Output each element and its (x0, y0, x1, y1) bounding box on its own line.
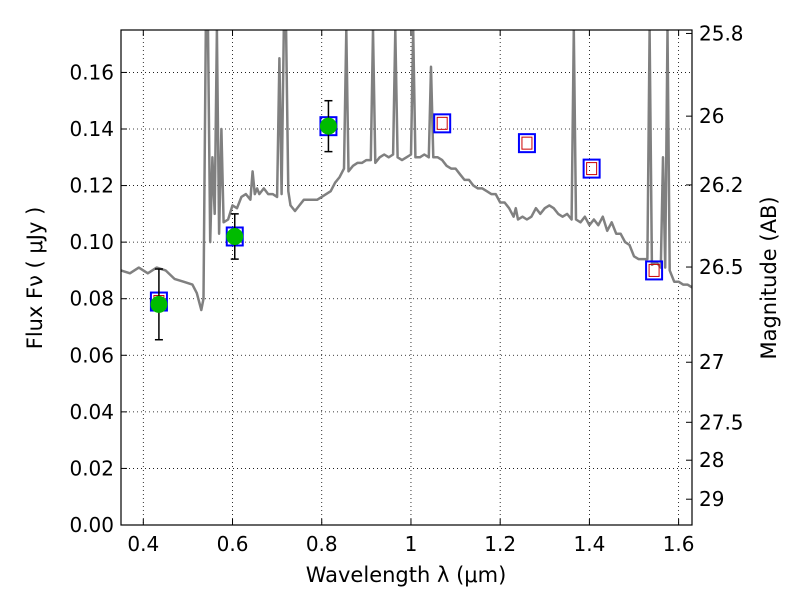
y2-tick-label: 26.2 (699, 173, 744, 197)
y2-tick-label: 26.5 (699, 255, 744, 279)
grid (121, 30, 692, 526)
x-axis-title: Wavelength λ (μm) (306, 563, 507, 587)
y-tick-label: 0.14 (69, 117, 114, 141)
axes: 0.4 0.6 0.8 1 1.2 1.4 1.6 0.00 0.02 0.04 0.06 0.08 0… (69, 21, 743, 556)
x-tick-label: 0.4 (127, 532, 159, 556)
x-tick-label: 1.2 (484, 532, 516, 556)
y-tick-label: 0.08 (69, 287, 114, 311)
y-tick-label: 0.00 (69, 513, 114, 537)
x-tick-label: 0.6 (217, 532, 249, 556)
y-tick-label: 0.06 (69, 343, 114, 367)
y-tick-label: 0.10 (69, 230, 114, 254)
plot-area (121, 30, 692, 312)
y-tick-label: 0.04 (69, 400, 114, 424)
spectrum-line (121, 30, 692, 312)
y2-tick-label: 27 (699, 350, 724, 374)
plot-frame (120, 29, 693, 526)
y2-tick-label: 27.5 (699, 410, 744, 434)
markers (149, 99, 664, 341)
model-square-marker (582, 158, 601, 179)
observed-point (319, 117, 337, 135)
x-tick-label: 1.6 (663, 532, 695, 556)
y2-tick-label: 28 (699, 448, 724, 472)
model-inner-marker (436, 116, 448, 130)
x-tick-label: 0.8 (306, 532, 338, 556)
y2-tick-label: 29 (699, 487, 724, 511)
model-square-marker (433, 113, 452, 134)
x-tick-label: 1 (405, 532, 418, 556)
model-inner-marker (586, 162, 598, 176)
y-axis-title: Flux Fν ( μJy ) (23, 207, 47, 350)
y-tick-label: 0.12 (69, 174, 114, 198)
model-inner-marker (521, 136, 533, 150)
y2-axis-title: Magnitude (AB) (757, 196, 781, 359)
observed-point (150, 295, 168, 313)
model-square-marker (645, 260, 664, 281)
model-inner-marker (648, 263, 660, 277)
model-square-marker (517, 133, 536, 154)
y-tick-label: 0.02 (69, 456, 114, 480)
y2-tick-label: 26 (699, 104, 724, 128)
y2-tick-label: 25.8 (699, 21, 744, 45)
observed-point (226, 227, 244, 245)
x-tick-label: 1.4 (573, 532, 605, 556)
y-tick-label: 0.16 (69, 60, 114, 84)
